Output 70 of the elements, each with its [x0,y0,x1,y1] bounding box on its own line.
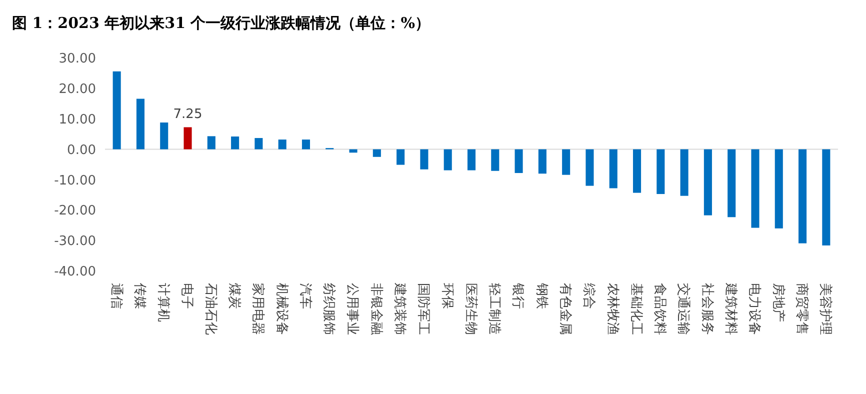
x-tick-label: 公用事业 [344,283,360,335]
y-tick-label: 10.00 [58,112,96,128]
bar [656,149,665,194]
bar [822,149,830,246]
bar [444,149,452,170]
bar [467,149,476,170]
x-tick-label: 煤炭 [226,283,242,309]
bar [586,149,594,186]
x-tick-label: 银行 [510,282,526,309]
y-tick-label: -40.00 [54,264,96,280]
bar [184,127,192,150]
x-tick-label: 钢铁 [534,282,549,309]
x-tick-label: 计算机 [156,283,171,322]
x-tick-label: 机械设备 [274,283,289,335]
x-tick-label: 美容护理 [818,283,834,335]
bar [136,98,144,150]
x-tick-label: 社会服务 [699,283,714,335]
y-tick-label: -20.00 [54,204,96,219]
x-tick-label: 商贸零售 [794,283,809,335]
bar [704,149,712,216]
bar [278,140,286,150]
x-tick-label: 传媒 [132,283,147,309]
bar [632,149,642,193]
x-tick-label: 纺织服饰 [321,283,336,335]
bar [609,149,618,188]
x-tick-label: 汽车 [297,283,312,309]
x-tick-label: 医药生物 [462,283,478,335]
data-label: 7.25 [173,107,202,122]
y-tick-label: 30.00 [58,52,96,67]
x-tick-label: 基础化工 [628,283,644,335]
bar [680,149,688,196]
y-tick-label: 0.00 [67,142,96,158]
x-tick-label: 房地产 [770,283,786,322]
bar [254,138,263,150]
x-tick-label: 建筑材料 [723,282,738,335]
bar [491,149,500,171]
x-tick-label: 综合 [581,283,596,309]
bar [562,149,570,175]
bar [514,149,523,174]
x-tick-label: 通信 [108,283,124,309]
y-tick-label: -10.00 [54,173,96,188]
bar [396,149,405,165]
x-tick-label: 石油石化 [202,283,218,335]
x-tick-label: 电子 [179,283,194,309]
x-tick-label: 建筑装饰 [392,282,408,335]
bar [302,140,310,150]
chart-title: 图 1：2023 年初以来31 个一级行业涨跌幅情况（单位：%） [12,14,430,32]
bar [538,149,546,174]
x-tick-label: 国防军工 [416,283,431,335]
x-tick-label: 电力设备 [746,283,762,335]
x-tick-label: 轻工制造 [486,283,502,335]
bar [774,149,783,228]
bar [728,149,736,218]
x-tick-label: 食品饮料 [652,283,668,335]
bar [160,122,168,150]
x-tick-label: 农林牧渔 [604,283,620,335]
y-tick-label: -30.00 [54,234,96,250]
x-tick-label: 非银金融 [368,283,384,335]
x-tick-label: 有色金属 [558,283,573,335]
bar [372,149,381,157]
bar [231,136,240,150]
x-tick-label: 家用电器 [250,283,266,335]
bar [207,136,216,150]
bar [112,71,121,150]
y-tick-label: 20.00 [58,82,96,97]
x-tick-label: 环保 [439,283,454,309]
x-tick-label: 交通运输 [676,283,692,335]
bar [420,149,428,170]
bar [798,149,807,244]
bar [751,149,760,228]
